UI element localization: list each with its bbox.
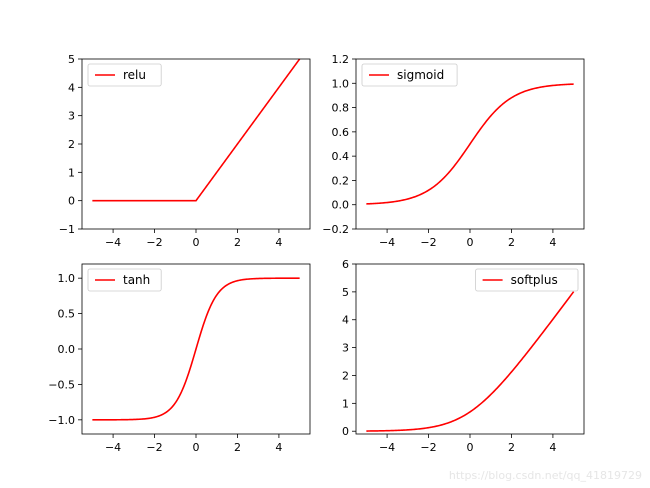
x-tick-label: 4 — [549, 441, 556, 454]
x-tick-label: 2 — [508, 441, 515, 454]
softplus-legend: softplus — [475, 268, 579, 292]
legend-label: sigmoid — [397, 68, 444, 82]
x-tick-label: −4 — [105, 236, 121, 249]
legend-box — [475, 268, 579, 292]
y-tick-label: 0.5 — [58, 308, 76, 321]
y-tick-label: 3 — [68, 110, 75, 123]
y-tick-label: 0.0 — [58, 343, 76, 356]
y-tick-label: −0.2 — [322, 223, 349, 236]
x-tick-label: 4 — [549, 236, 556, 249]
y-tick-label: 0.2 — [332, 174, 350, 187]
x-tick-label: 2 — [508, 236, 515, 249]
subplot-sigmoid: −4 −2 0 2 4 −0.2 0.0 0.2 0.4 0.6 0.8 1.0 1.2 sigmoid — [322, 53, 585, 249]
x-tick-label: −2 — [146, 236, 162, 249]
y-tick-label: 1 — [342, 397, 349, 410]
x-tick-label: 0 — [467, 236, 474, 249]
sigmoid-legend: sigmoid — [361, 63, 458, 87]
tanh-legend: tanh — [87, 268, 162, 292]
y-tick-label: 1.0 — [332, 77, 350, 90]
y-tick-label: 0.8 — [332, 102, 350, 115]
legend-box — [87, 63, 162, 87]
x-tick-label: 0 — [193, 441, 200, 454]
y-tick-label: 1.0 — [58, 272, 76, 285]
y-tick-label: 5 — [68, 53, 75, 66]
subplot-softplus: −4 −2 0 2 4 0 1 2 3 4 5 6 softplus — [342, 258, 585, 454]
y-tick-label: −0.5 — [48, 378, 75, 391]
relu-legend: relu — [87, 63, 162, 87]
x-tick-label: −4 — [379, 441, 395, 454]
x-tick-label: 4 — [275, 236, 282, 249]
x-tick-label: 0 — [467, 441, 474, 454]
x-tick-label: 0 — [193, 236, 200, 249]
y-tick-label: 5 — [342, 286, 349, 299]
y-tick-label: 4 — [68, 81, 75, 94]
subplot-relu: −4 −2 0 2 4 −1 0 1 2 3 4 5 relu — [59, 53, 311, 249]
y-tick-label: −1 — [59, 223, 75, 236]
y-tick-label: 0.4 — [332, 150, 350, 163]
x-tick-label: −2 — [146, 441, 162, 454]
x-tick-label: −2 — [420, 441, 436, 454]
legend-label: softplus — [511, 273, 558, 287]
subplot-tanh: −4 −2 0 2 4 −1.0 −0.5 0.0 0.5 1.0 tanh — [48, 263, 311, 454]
y-tick-label: −1.0 — [48, 414, 75, 427]
y-tick-label: 0.6 — [332, 126, 350, 139]
y-tick-label: 6 — [342, 258, 349, 271]
y-tick-label: 2 — [342, 369, 349, 382]
relu-line — [92, 58, 301, 202]
legend-label: tanh — [123, 273, 150, 287]
sigmoid-line — [366, 83, 574, 205]
y-tick-label: 0 — [342, 425, 349, 438]
x-tick-label: −4 — [105, 441, 121, 454]
x-tick-label: −2 — [420, 236, 436, 249]
legend-box — [361, 63, 458, 87]
legend-box — [87, 268, 162, 292]
tanh-line — [92, 277, 300, 421]
softplus-line — [366, 291, 575, 432]
y-tick-label: 0.0 — [332, 199, 350, 212]
y-tick-label: 3 — [342, 342, 349, 355]
legend-label: relu — [123, 68, 146, 82]
y-tick-label: 4 — [342, 314, 349, 327]
y-tick-label: 2 — [68, 138, 75, 151]
x-tick-label: 4 — [275, 441, 282, 454]
y-tick-label: 1.2 — [332, 53, 350, 66]
x-tick-label: 2 — [234, 236, 241, 249]
y-tick-label: 0 — [68, 195, 75, 208]
x-tick-label: 2 — [234, 441, 241, 454]
y-tick-label: 1 — [68, 166, 75, 179]
x-tick-label: −4 — [379, 236, 395, 249]
watermark: https://blog.csdn.net/qq_41819729 — [448, 469, 642, 482]
